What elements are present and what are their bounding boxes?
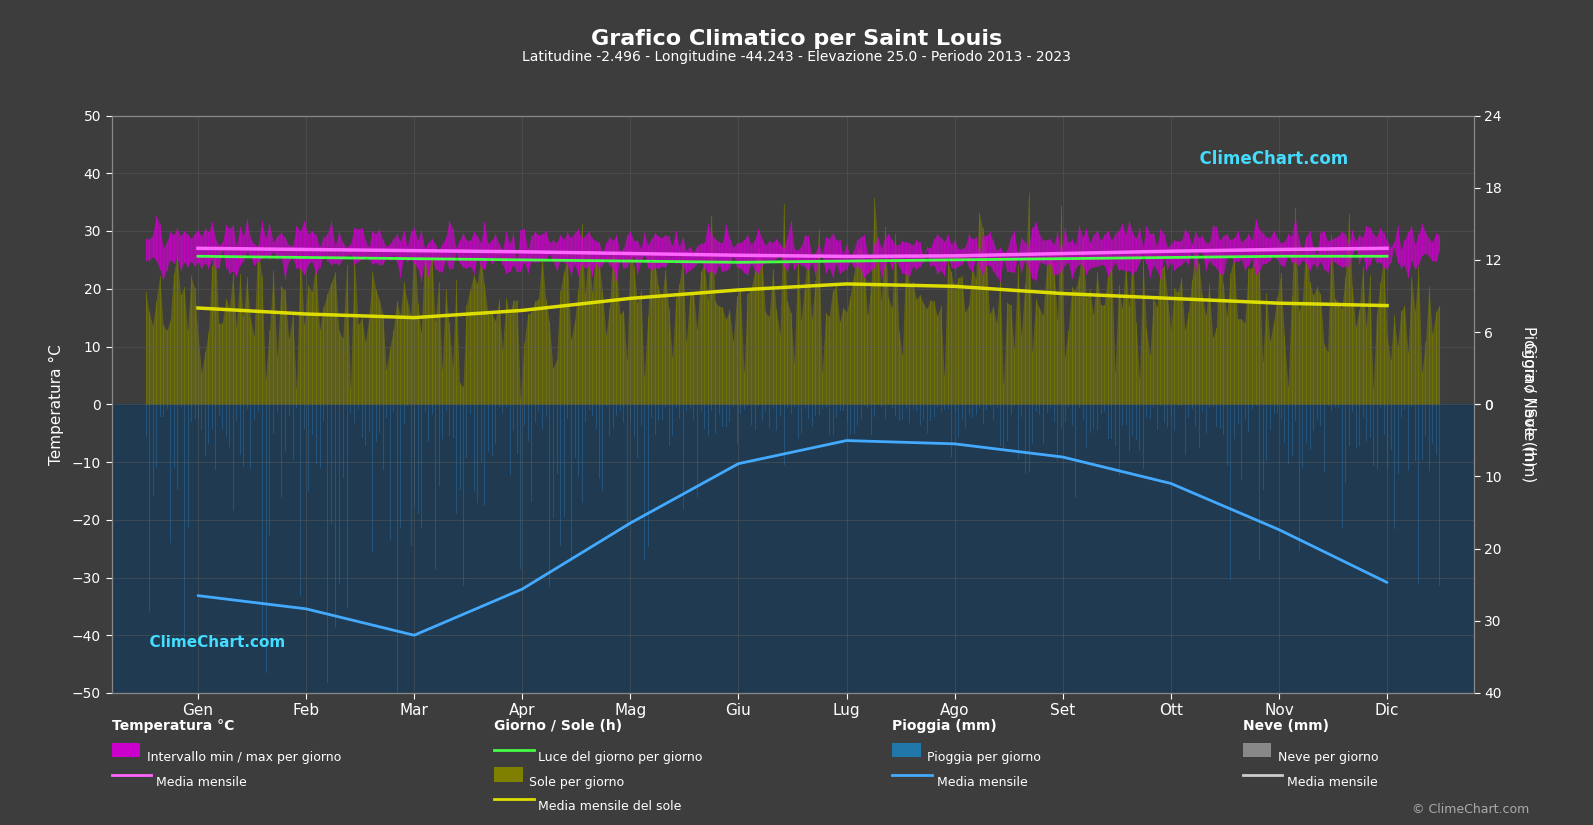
Text: Grafico Climatico per Saint Louis: Grafico Climatico per Saint Louis [591, 29, 1002, 49]
Text: ClimeChart.com: ClimeChart.com [139, 635, 285, 650]
Text: Luce del giorno per giorno: Luce del giorno per giorno [538, 751, 703, 764]
Bar [112, 404, 1474, 693]
Text: Pioggia per giorno: Pioggia per giorno [927, 751, 1040, 764]
Text: Media mensile: Media mensile [1287, 776, 1378, 789]
Text: Latitudine -2.496 - Longitudine -44.243 - Elevazione 25.0 - Periodo 2013 - 2023: Latitudine -2.496 - Longitudine -44.243 … [523, 50, 1070, 64]
Text: Pioggia (mm): Pioggia (mm) [892, 719, 997, 733]
Text: Neve (mm): Neve (mm) [1243, 719, 1329, 733]
Text: Media mensile: Media mensile [156, 776, 247, 789]
Text: Temperatura °C: Temperatura °C [112, 719, 234, 733]
Text: Giorno / Sole (h): Giorno / Sole (h) [494, 719, 621, 733]
Y-axis label: Temperatura °C: Temperatura °C [48, 344, 64, 464]
Y-axis label: Giorno / Sole (h): Giorno / Sole (h) [1521, 342, 1536, 467]
Y-axis label: Pioggia / Neve (mm): Pioggia / Neve (mm) [1521, 326, 1536, 483]
Text: © ClimeChart.com: © ClimeChart.com [1411, 803, 1529, 816]
Text: Intervallo min / max per giorno: Intervallo min / max per giorno [147, 751, 341, 764]
Text: Media mensile del sole: Media mensile del sole [538, 800, 682, 813]
Text: Media mensile: Media mensile [937, 776, 1027, 789]
Text: Sole per giorno: Sole per giorno [529, 776, 624, 789]
Text: Neve per giorno: Neve per giorno [1278, 751, 1378, 764]
Text: ClimeChart.com: ClimeChart.com [1187, 150, 1348, 168]
